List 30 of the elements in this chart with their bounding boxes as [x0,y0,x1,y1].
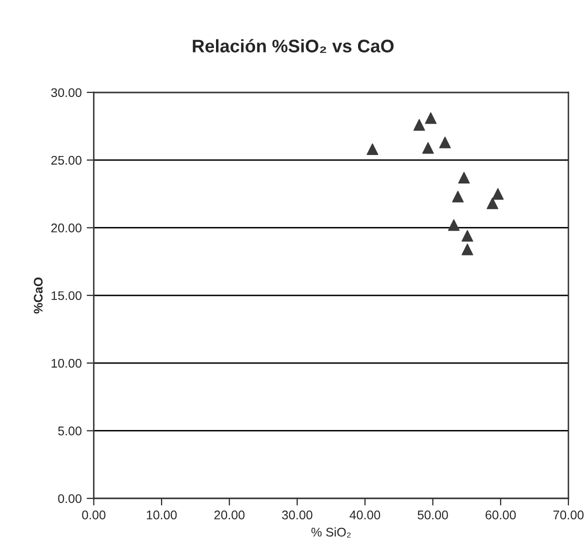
x-tick-label: 20.00 [214,510,245,520]
x-tick-label: 0.00 [82,510,106,520]
point [452,190,464,202]
y-tick-label: 10.00 [52,358,82,368]
y-axis-title: %CaO [34,278,43,314]
y-tick-label: 30.00 [51,88,82,98]
x-axis-title: % SiO₂ [311,527,351,538]
point [458,172,470,184]
point [424,112,437,124]
x-tick-label: 70.00 [553,510,584,520]
y-tick-label: 25.00 [51,156,82,165]
y-tick-label: 5.00 [58,426,82,436]
x-tick-label: 40.00 [350,510,380,520]
point [366,143,378,156]
x-tick-label: 60.00 [486,510,516,520]
point [413,119,426,131]
point [486,198,498,210]
y-tick-label: 20.00 [51,224,82,232]
point [462,230,474,242]
chart-title: Relación %SiO₂ vs CaO [192,39,394,53]
x-tick-label: 30.00 [282,510,312,520]
y-tick-label: 15.00 [52,291,82,300]
x-tick-label: 50.00 [418,510,448,520]
x-tick-label: 10.00 [146,510,177,520]
point [448,219,460,231]
point [492,188,504,200]
point [462,244,474,256]
point [422,142,434,154]
point [439,136,451,148]
y-tick-label: 0.00 [58,494,82,504]
